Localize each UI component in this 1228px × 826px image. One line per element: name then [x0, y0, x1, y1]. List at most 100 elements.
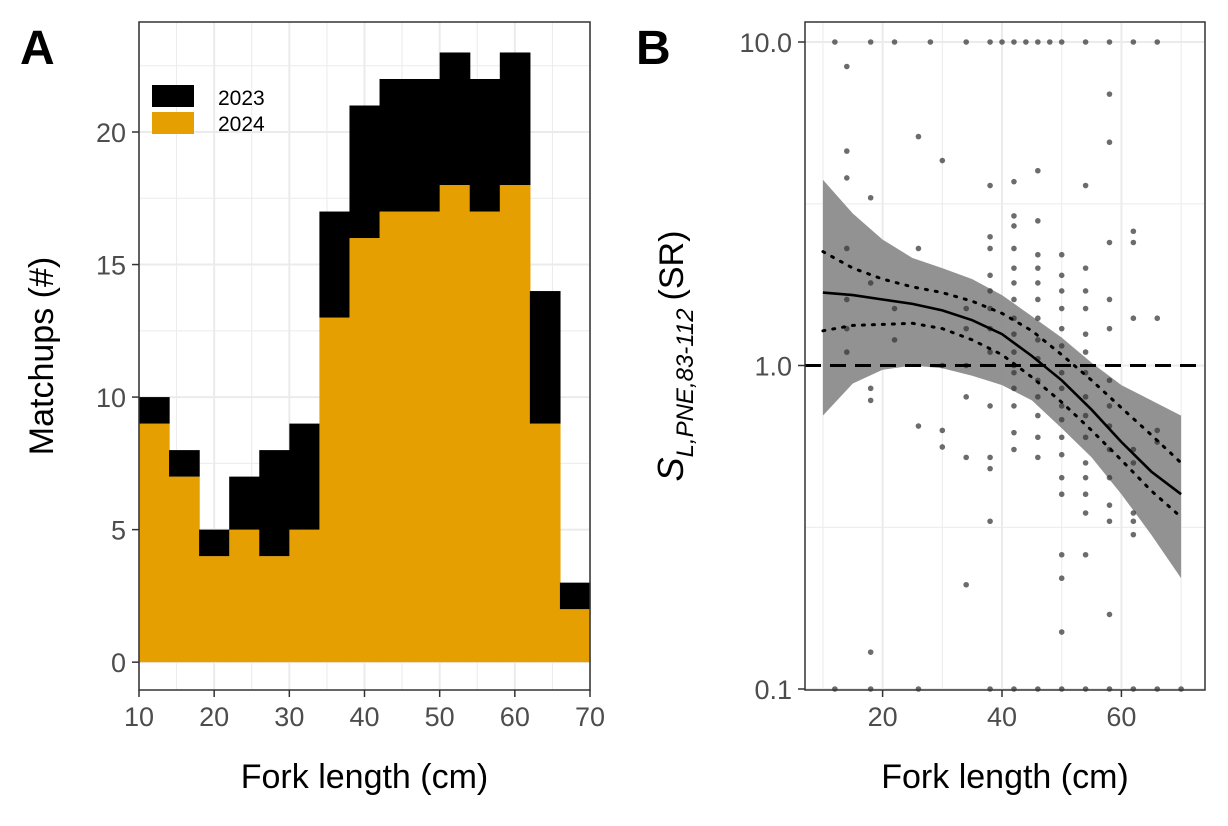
panel-b-border [804, 21, 1206, 691]
data-point [1011, 245, 1017, 252]
x-tick-label: 20 [868, 702, 898, 732]
data-point [1082, 434, 1089, 441]
data-point [1058, 403, 1065, 409]
data-point [1035, 412, 1041, 419]
data-point [987, 454, 993, 461]
data-point [1082, 460, 1089, 466]
data-point [1035, 296, 1041, 303]
data-point [1082, 39, 1089, 45]
data-point [963, 581, 969, 588]
legend-label-2023: 2023 [218, 87, 265, 110]
x-tick-label: 70 [575, 702, 605, 732]
data-point [1130, 686, 1137, 692]
data-point [987, 686, 993, 692]
legend-label-2024: 2024 [218, 113, 265, 136]
data-point [891, 39, 898, 45]
panel-a-histogram: 10 20 30 40 50 60 70 0 5 10 15 20 2023 2024 Fork le… [23, 21, 605, 796]
data-point [1082, 288, 1089, 294]
data-point [939, 157, 946, 164]
panel-a-ticks: 10 20 30 40 50 60 70 0 5 10 15 20 [96, 118, 605, 732]
data-point [1011, 369, 1017, 376]
data-point [987, 403, 993, 409]
data-point [915, 245, 922, 252]
data-point [1130, 460, 1137, 466]
data-point [1058, 491, 1065, 498]
data-point [1106, 611, 1113, 618]
y-title-symbol: S [650, 457, 691, 481]
data-point [963, 305, 969, 312]
data-point [1106, 325, 1113, 332]
y-tick-label: 10 [96, 383, 126, 413]
bar-2024 [229, 529, 260, 663]
data-point [963, 394, 969, 400]
data-point [1130, 510, 1137, 516]
data-point [1106, 139, 1113, 146]
bar-2024 [139, 423, 170, 663]
bar-2023 [319, 211, 351, 318]
panel-a-x-axis-title: Fork length (cm) [241, 758, 489, 796]
data-point [1106, 502, 1113, 508]
data-point [1035, 265, 1041, 271]
y-tick-label: 20 [96, 118, 126, 148]
data-point [1154, 39, 1161, 45]
data-point [843, 245, 850, 252]
bar-2024 [289, 529, 320, 663]
data-point [1082, 182, 1089, 189]
x-tick-label: 40 [987, 702, 1017, 732]
x-tick-label: 40 [349, 702, 379, 732]
bar-2024 [439, 185, 471, 663]
data-point [915, 133, 922, 140]
data-point [1106, 686, 1113, 692]
y-title-unit: (SR) [653, 231, 691, 301]
data-point [1035, 394, 1041, 400]
data-point [832, 39, 838, 45]
bar-2024 [379, 211, 411, 663]
data-point [1106, 518, 1113, 525]
panel-a-letter: A [20, 22, 55, 75]
bar-2023 [289, 423, 320, 530]
data-point [1058, 629, 1065, 635]
data-point [1058, 575, 1065, 582]
data-point [1011, 280, 1017, 286]
data-point [1106, 377, 1113, 384]
data-point [1082, 412, 1089, 419]
bar-2023 [199, 529, 230, 557]
data-point [1130, 39, 1137, 45]
data-point [1106, 296, 1113, 303]
data-point [1058, 474, 1065, 481]
data-point [843, 148, 850, 154]
panel-a-legend: 2023 2024 [152, 85, 265, 136]
bar-2023 [259, 450, 290, 557]
data-point [1035, 454, 1041, 461]
x-tick-label: 30 [274, 702, 304, 732]
data-point [843, 175, 850, 181]
data-point [1082, 491, 1089, 498]
data-point [1011, 39, 1017, 45]
data-point [1082, 551, 1089, 558]
data-point [1058, 451, 1065, 458]
data-point [1011, 178, 1017, 185]
panel-b-y-axis-title: SL,PNE,83-112 (SR) [650, 231, 699, 482]
y-tick-label: 0.1 [754, 675, 792, 705]
data-point [1106, 39, 1113, 45]
bar-2023 [139, 397, 170, 424]
data-point [1011, 349, 1017, 355]
data-point [867, 194, 874, 201]
dotted-upper-line [821, 250, 1183, 465]
data-point [1082, 305, 1089, 312]
data-point [891, 305, 898, 312]
bar-2023 [439, 52, 471, 186]
data-point [987, 288, 993, 294]
data-point [1011, 223, 1017, 229]
data-point [999, 39, 1005, 45]
data-point [963, 325, 969, 332]
data-point [1035, 280, 1041, 286]
panel-b-ticks: 20 40 60 0.1 1.0 10.0 [739, 28, 1136, 732]
data-point [987, 465, 993, 472]
y-tick-label: 10.0 [739, 28, 792, 58]
x-tick-label: 60 [1106, 702, 1136, 732]
panel-b-letter: B [636, 22, 671, 75]
data-point [1058, 251, 1065, 258]
data-point [1082, 394, 1089, 400]
data-point [1058, 416, 1065, 423]
